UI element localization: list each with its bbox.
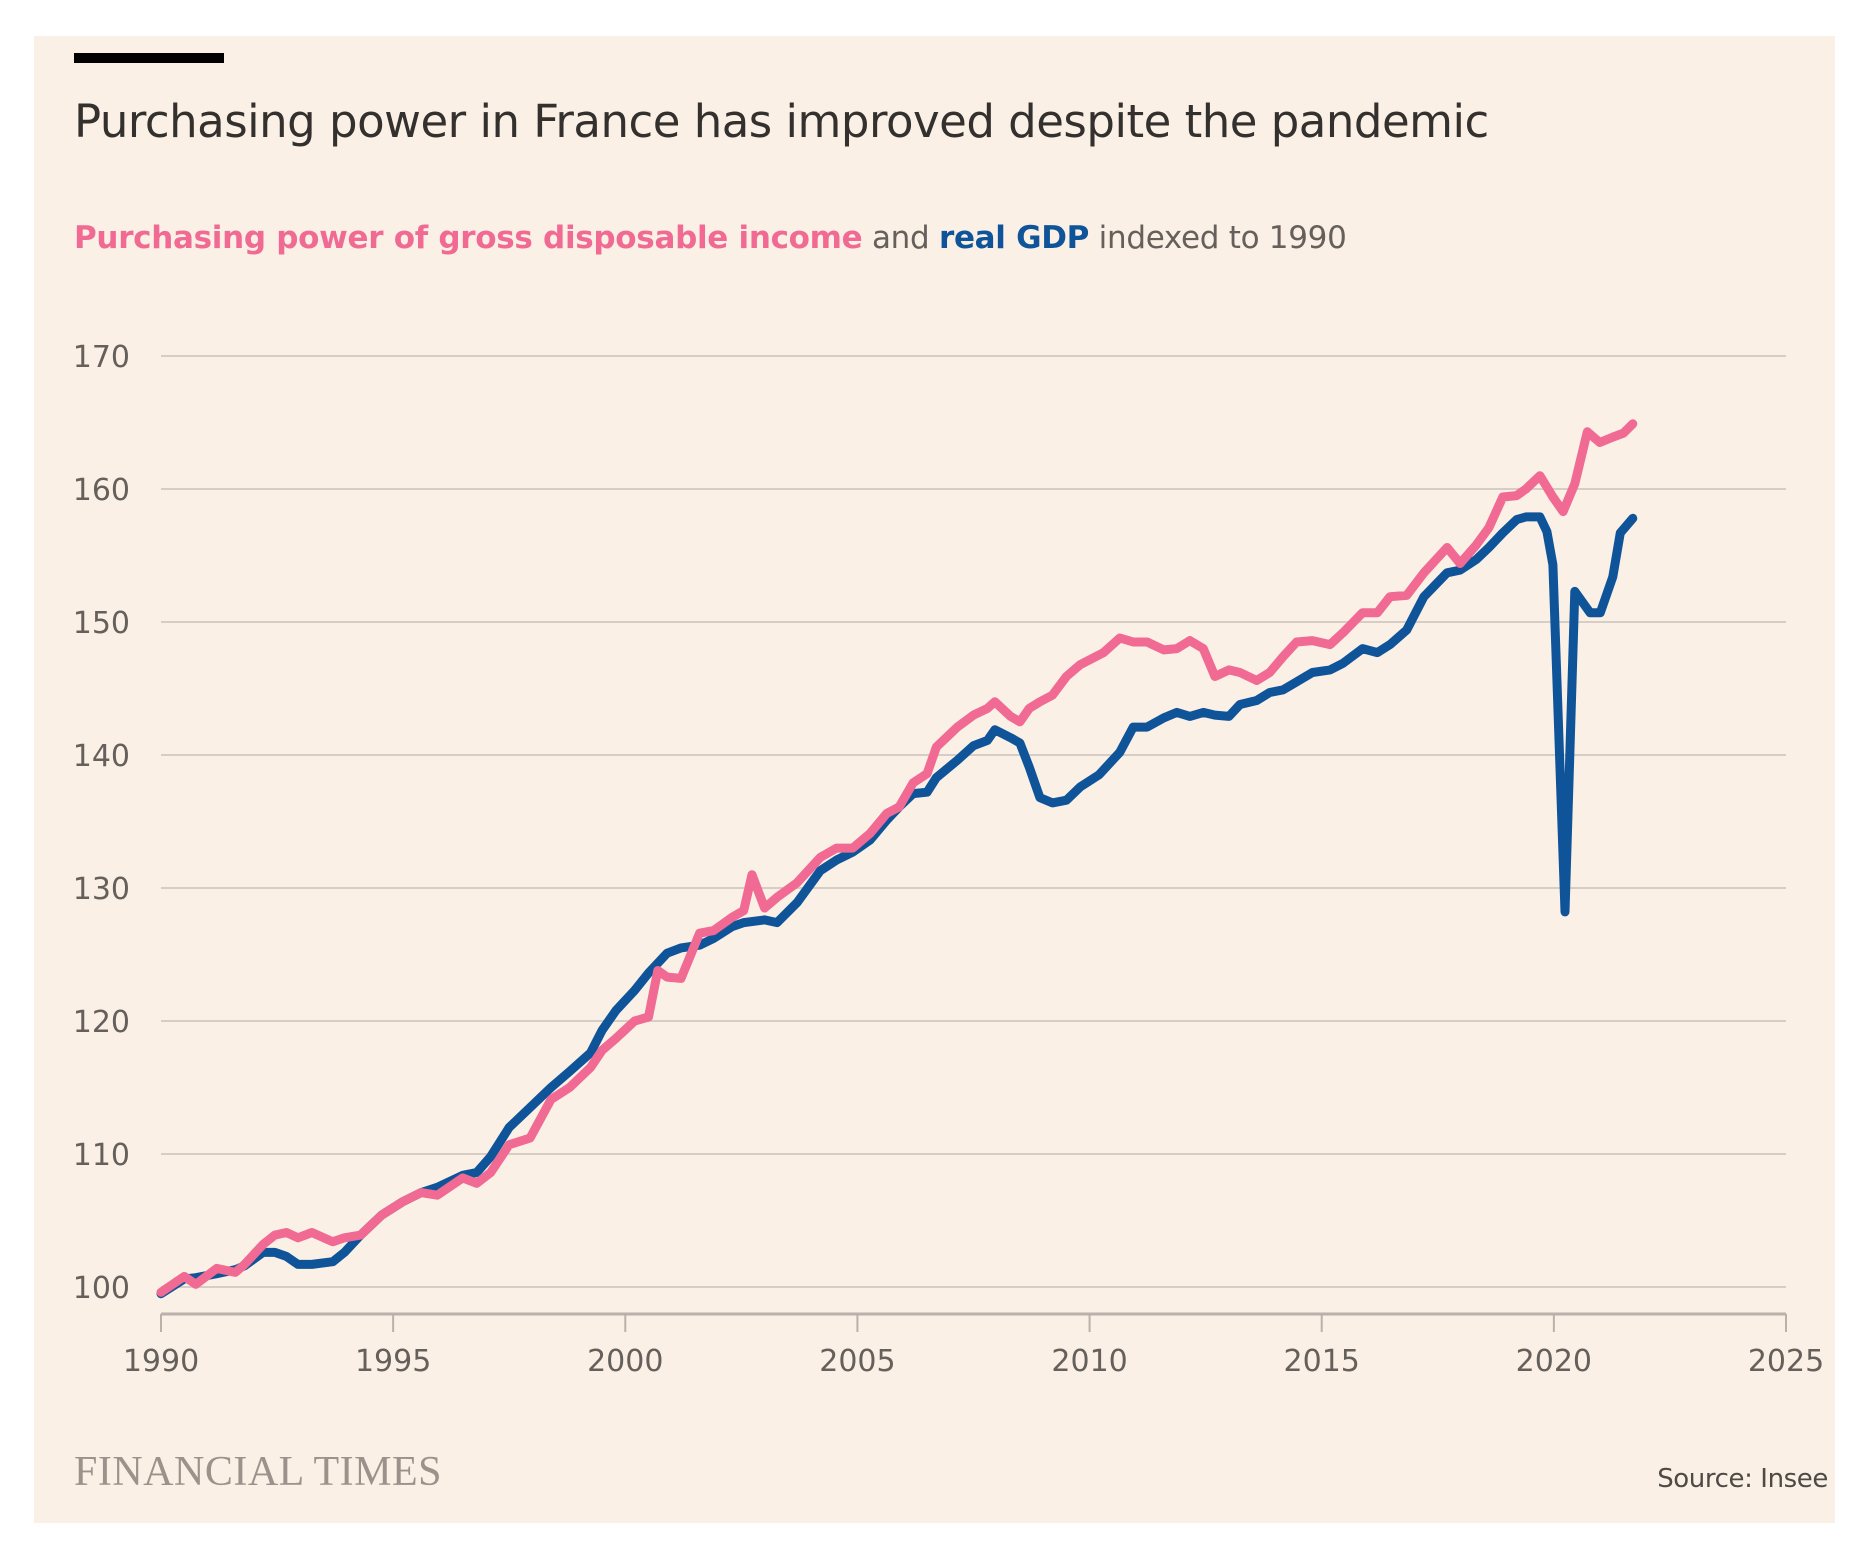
- gridlines: [161, 355, 1786, 1288]
- x-tick-label: 1990: [123, 1344, 199, 1379]
- y-tick-label: 160: [73, 473, 130, 508]
- subtitle-suffix: indexed to 1990: [1089, 220, 1347, 256]
- series-line-real-gdp: [156, 512, 1638, 1299]
- chart-title: Purchasing power in France has improved …: [74, 95, 1489, 148]
- y-tick-label: 110: [73, 1138, 130, 1173]
- x-axis: 1990 1995 2000 2005 2010 2015 2020 2025: [123, 1312, 1824, 1379]
- y-tick-label: 140: [73, 739, 130, 774]
- x-tick-label: 2000: [587, 1344, 663, 1379]
- x-tick-label: 2020: [1516, 1344, 1592, 1379]
- y-tick-label: 120: [73, 1005, 130, 1040]
- x-tick-label: 2015: [1284, 1344, 1360, 1379]
- y-tick-label: 170: [73, 340, 130, 375]
- legend-real-gdp: real GDP: [938, 220, 1090, 256]
- ft-logo: FINANCIAL TIMES: [74, 1449, 443, 1495]
- y-tick-label: 100: [73, 1271, 130, 1306]
- header-accent-bar: [74, 53, 224, 63]
- x-tick-label: 2025: [1748, 1344, 1824, 1379]
- series-line-purchasing-power: [156, 419, 1638, 1297]
- x-tick-label: 2010: [1051, 1344, 1127, 1379]
- source-note: Source: Insee: [1657, 1464, 1828, 1494]
- y-tick-label: 150: [73, 606, 130, 641]
- x-tick-label: 2005: [819, 1344, 895, 1379]
- x-tick-label: 1995: [355, 1344, 431, 1379]
- legend-purchasing-power: Purchasing power of gross disposable inc…: [74, 220, 863, 256]
- series-lines: [156, 419, 1638, 1299]
- y-axis-labels: 100 110 120 130 140 150 160 170: [73, 340, 130, 1306]
- subtitle-joiner: and: [862, 220, 939, 256]
- y-tick-label: 130: [73, 872, 130, 907]
- chart-subtitle: Purchasing power of gross disposable inc…: [74, 216, 1347, 260]
- chart-panel: Purchasing power in France has improved …: [34, 36, 1835, 1523]
